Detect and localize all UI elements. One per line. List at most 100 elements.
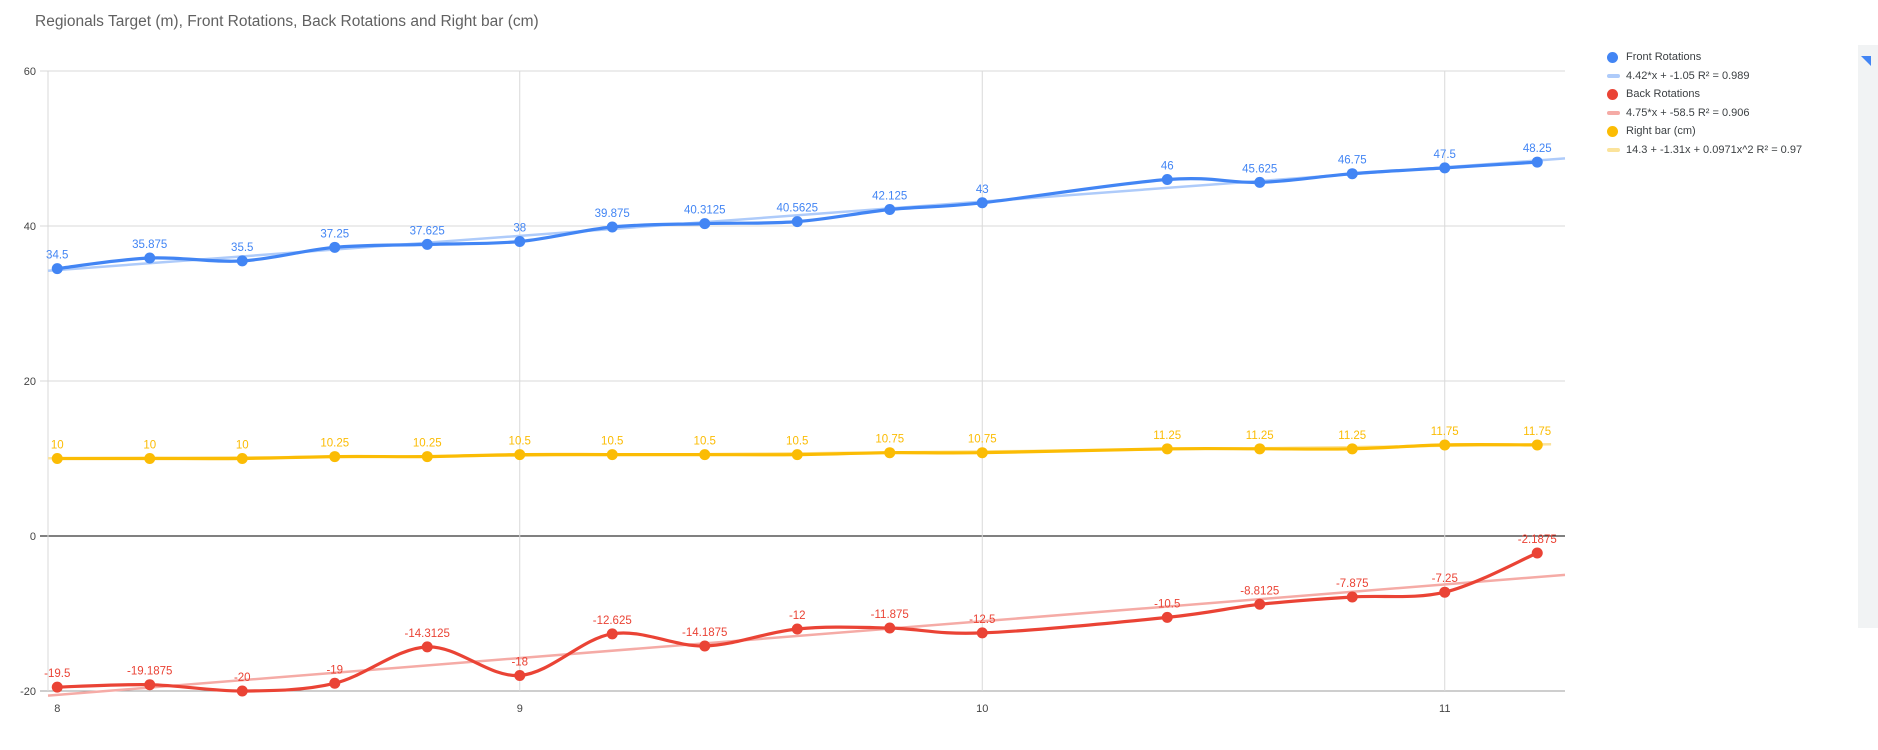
trendline-back-rotations [47, 573, 1566, 697]
data-label-right-bar-cm: 11.75 [1431, 426, 1459, 438]
legend-label: 14.3 + -1.31x + 0.0971x^2 R² = 0.97 [1626, 143, 1803, 156]
legend-entry-5: 14.3 + -1.31x + 0.0971x^2 R² = 0.97 [1607, 144, 1802, 157]
data-point-right-bar-cm [976, 447, 988, 459]
x-tick-label: 11 [1439, 703, 1450, 715]
data-point-back-rotations [329, 677, 341, 689]
data-label-front-rotations: 39.875 [595, 208, 630, 220]
trendline-swatch-icon [1607, 147, 1620, 152]
data-label-front-rotations: 34.5 [46, 250, 68, 262]
data-point-right-bar-cm [699, 449, 711, 461]
data-label-back-rotations: -19 [326, 664, 343, 676]
data-label-back-rotations: -7.25 [1432, 573, 1458, 585]
legend-label: 4.75*x + -58.5 R² = 0.906 [1626, 106, 1750, 119]
data-point-front-rotations [1439, 162, 1451, 174]
x-tick-label: 10 [976, 703, 988, 715]
data-point-right-bar-cm [1161, 443, 1173, 455]
data-label-front-rotations: 43 [976, 184, 989, 196]
scroll-marker-icon [1861, 56, 1871, 66]
y-tick-label: 20 [24, 376, 36, 388]
data-point-front-rotations [51, 263, 63, 275]
data-point-front-rotations [1531, 156, 1543, 168]
data-label-back-rotations: -7.875 [1336, 578, 1369, 590]
data-point-right-bar-cm [1254, 443, 1266, 455]
data-label-back-rotations: -14.3125 [405, 628, 450, 640]
data-point-right-bar-cm [421, 451, 433, 463]
data-point-right-bar-cm [51, 453, 63, 464]
data-point-back-rotations [51, 681, 63, 693]
data-point-back-rotations [1439, 586, 1451, 598]
data-label-back-rotations: -14.1875 [682, 627, 727, 639]
data-point-back-rotations [699, 640, 711, 652]
chart-title: Regionals Target (m), Front Rotations, B… [35, 13, 539, 30]
data-label-back-rotations: -19.1875 [127, 666, 172, 678]
series-dot-icon [1607, 125, 1618, 137]
data-label-front-rotations: 45.625 [1242, 163, 1277, 175]
data-label-right-bar-cm: 10.75 [968, 434, 997, 446]
data-label-right-bar-cm: 10 [236, 440, 249, 452]
data-point-front-rotations [514, 236, 526, 247]
data-label-front-rotations: 40.5625 [776, 203, 818, 215]
data-label-front-rotations: 35.875 [132, 239, 167, 251]
data-point-back-rotations [1346, 591, 1358, 603]
data-point-front-rotations [236, 255, 248, 267]
data-point-front-rotations [144, 252, 156, 264]
data-label-front-rotations: 46.75 [1338, 155, 1367, 167]
series-dot-icon [1607, 51, 1618, 63]
data-label-back-rotations: -11.875 [871, 609, 909, 621]
y-tick-label: 40 [24, 221, 36, 233]
legend-entry-4: Right bar (cm) [1607, 125, 1802, 138]
data-label-back-rotations: -8.8125 [1240, 585, 1279, 597]
data-point-back-rotations [514, 670, 526, 681]
data-point-front-rotations [1346, 168, 1358, 180]
data-point-back-rotations [236, 685, 248, 697]
data-label-right-bar-cm: 10.5 [786, 436, 808, 448]
data-point-back-rotations [976, 627, 988, 639]
data-point-back-rotations [1161, 611, 1173, 623]
legend-label: Front Rotations [1626, 51, 1702, 64]
data-label-front-rotations: 46 [1161, 161, 1174, 173]
series-line-front-rotations [55, 160, 1539, 271]
y-tick-label: -20 [20, 686, 36, 698]
data-label-right-bar-cm: 10.5 [509, 436, 531, 448]
data-point-right-bar-cm [1531, 439, 1543, 451]
x-tick-label: 9 [517, 703, 523, 715]
legend-label: 4.42*x + -1.05 R² = 0.989 [1626, 69, 1750, 82]
series-dot-icon [1607, 88, 1618, 100]
data-label-right-bar-cm: 10 [143, 440, 156, 452]
trendline-swatch-icon [1607, 110, 1620, 115]
data-label-right-bar-cm: 10.5 [601, 436, 623, 448]
data-point-front-rotations [329, 241, 341, 253]
data-point-right-bar-cm [884, 447, 896, 459]
legend-entry-2: Back Rotations [1607, 88, 1802, 101]
y-tick-label: 0 [30, 531, 36, 543]
data-label-right-bar-cm: 11.75 [1523, 426, 1551, 438]
data-label-back-rotations: -10.5 [1154, 598, 1180, 610]
data-point-right-bar-cm [144, 453, 156, 464]
legend-entry-0: Front Rotations [1607, 51, 1802, 64]
data-label-right-bar-cm: 10 [51, 440, 64, 452]
data-point-right-bar-cm [791, 449, 803, 461]
data-point-back-rotations [884, 622, 896, 634]
data-label-front-rotations: 37.625 [410, 225, 445, 237]
right-scrollbar-track[interactable] [1858, 45, 1878, 628]
legend-label: Back Rotations [1626, 88, 1700, 101]
data-point-front-rotations [976, 197, 988, 209]
data-point-back-rotations [421, 641, 433, 653]
data-point-front-rotations [1254, 176, 1266, 188]
data-label-back-rotations: -12 [789, 610, 806, 622]
x-tick-label: 8 [54, 703, 60, 715]
legend-label: Right bar (cm) [1626, 125, 1696, 138]
data-label-right-bar-cm: 11.25 [1246, 430, 1274, 442]
data-point-front-rotations [606, 221, 618, 233]
data-point-right-bar-cm [1346, 443, 1358, 455]
data-point-back-rotations [1254, 598, 1266, 610]
data-label-front-rotations: 47.5 [1434, 149, 1456, 161]
data-label-back-rotations: -12.5 [969, 614, 995, 626]
data-label-right-bar-cm: 10.75 [875, 434, 904, 446]
data-label-right-bar-cm: 10.5 [694, 436, 716, 448]
data-label-front-rotations: 35.5 [231, 242, 253, 254]
data-point-back-rotations [144, 679, 156, 691]
data-point-front-rotations [421, 238, 433, 250]
